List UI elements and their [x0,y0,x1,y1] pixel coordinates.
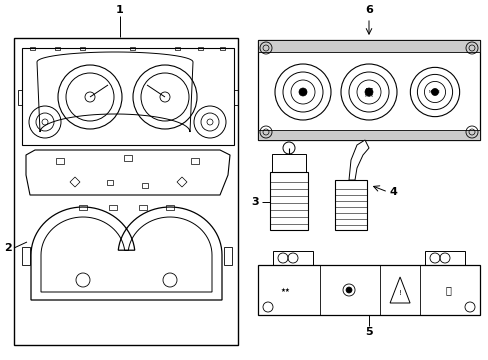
Bar [334,180,366,230]
Bar [139,205,147,210]
Text: 4: 4 [388,187,396,197]
Bar [14,38,238,345]
Bar [258,130,479,140]
Polygon shape [348,140,368,180]
Ellipse shape [430,89,438,95]
Bar [234,90,238,105]
Bar [424,251,464,265]
Bar [191,158,199,164]
Bar [80,47,85,50]
Bar [224,247,231,265]
Bar [30,47,35,50]
Bar [142,183,148,188]
Bar [56,158,64,164]
Text: 1: 1 [116,5,123,15]
Text: MODE: MODE [428,90,440,94]
Bar [272,251,312,265]
Ellipse shape [346,287,351,293]
Bar [22,48,234,145]
Bar [220,47,224,50]
Bar [55,47,60,50]
Text: ★★: ★★ [281,288,290,292]
Text: MAX: MAX [364,94,373,98]
Bar [109,205,117,210]
Text: 5: 5 [365,327,372,337]
Bar [18,90,22,105]
Ellipse shape [364,88,372,96]
Text: A/C: A/C [364,87,373,93]
Text: !: ! [398,290,401,296]
Bar [258,40,479,52]
Bar [79,205,87,210]
Bar [198,47,203,50]
Bar [107,180,113,185]
Text: 2: 2 [4,243,12,253]
Ellipse shape [298,88,306,96]
Bar [165,205,174,210]
Bar [269,172,307,230]
Text: FAN: FAN [298,90,307,95]
Bar [130,47,135,50]
Bar [22,247,30,265]
Text: 6: 6 [365,5,372,15]
Bar [271,154,305,172]
Text: Ⓜ: Ⓜ [445,285,451,295]
Bar [124,155,132,161]
Bar [175,47,180,50]
Bar [258,265,479,315]
Bar [258,40,479,140]
Text: 3: 3 [251,197,258,207]
